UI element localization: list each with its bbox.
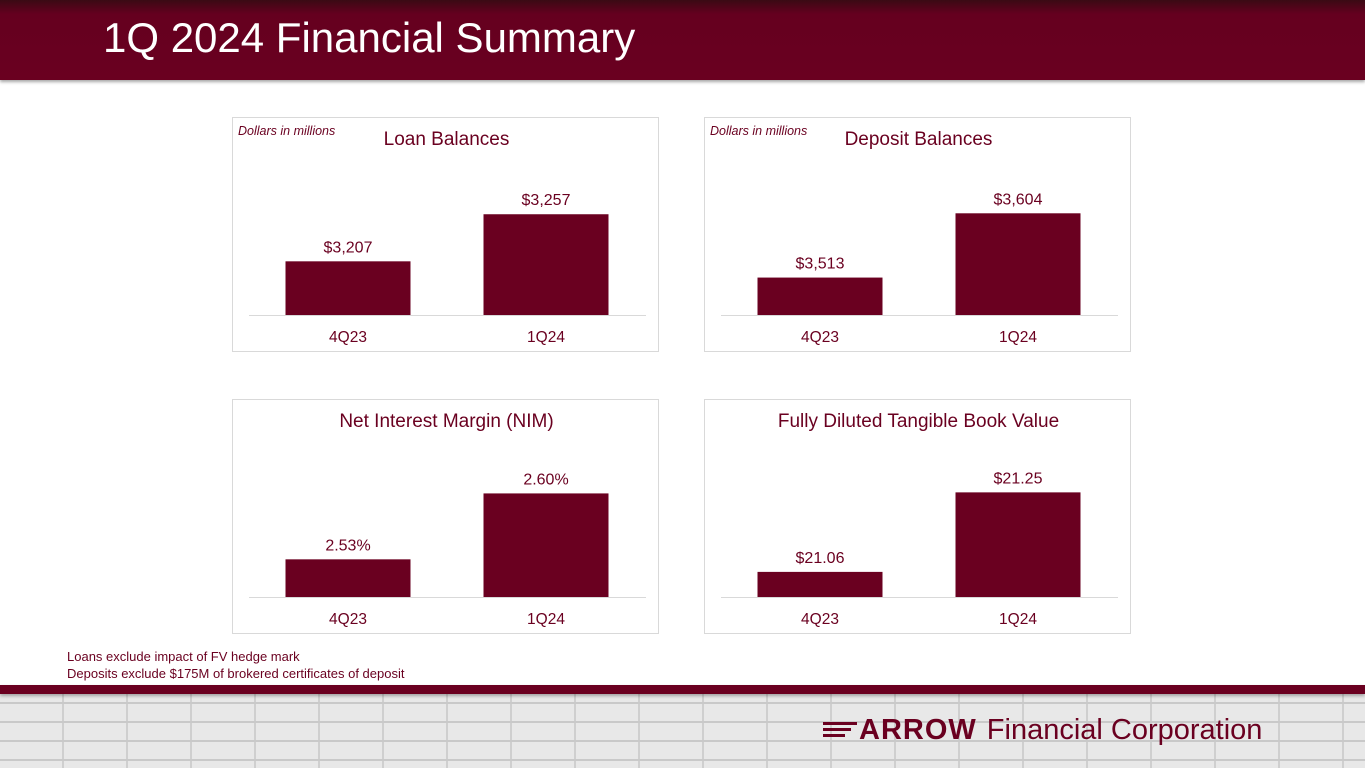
unit-note: Dollars in millions: [710, 124, 808, 138]
chart-title: Fully Diluted Tangible Book Value: [777, 411, 1060, 432]
deposit-balances-panel: Dollars in millions Deposit Balances $3,…: [704, 117, 1131, 352]
page-title: 1Q 2024 Financial Summary: [103, 14, 636, 61]
x-tick-label: 1Q24: [527, 611, 565, 628]
chart-title: Loan Balances: [383, 129, 510, 150]
arrow-lines-icon: [823, 720, 857, 740]
footnotes: Loans exclude impact of FV hedge mark De…: [67, 648, 404, 682]
chart-title: Net Interest Margin (NIM): [339, 411, 554, 432]
data-label: $3,513: [796, 256, 845, 273]
header-bar: 1Q 2024 Financial Summary: [0, 0, 1365, 80]
bar-1q24: [483, 214, 609, 315]
tbv-chart: $21.06 4Q23 $21.25 1Q24: [721, 470, 1118, 628]
unit-note: Dollars in millions: [238, 124, 336, 138]
footnote-deposits: Deposits exclude $175M of brokered certi…: [67, 666, 405, 681]
nim-panel: Net Interest Margin (NIM) 2.53% 4Q23 2.60%…: [232, 399, 659, 634]
nim-chart: 2.53% 4Q23 2.60% 1Q24: [249, 471, 646, 628]
bar-1q24: [955, 213, 1081, 315]
bar-4q23: [757, 277, 883, 315]
data-label: $3,604: [994, 191, 1043, 208]
x-tick-label: 4Q23: [801, 329, 839, 346]
x-tick-label: 1Q24: [999, 611, 1037, 628]
logo-mark-letter: A: [859, 713, 881, 746]
loan-balances-chart: $3,207 4Q23 $3,257 1Q24: [249, 192, 646, 346]
x-tick-label: 1Q24: [999, 329, 1037, 346]
bar-4q23: [757, 571, 883, 597]
bar-4q23: [285, 261, 411, 315]
logo-subtitle: Financial Corporation: [986, 713, 1263, 746]
deposit-balances-chart: $3,513 4Q23 $3,604 1Q24: [721, 191, 1118, 346]
data-label: 2.60%: [523, 471, 568, 488]
data-label: $3,257: [522, 192, 571, 209]
arrow-wordmark: A RROW: [823, 714, 977, 747]
x-tick-label: 4Q23: [329, 329, 367, 346]
loan-balances-panel: Dollars in millions Loan Balances $3,207…: [232, 117, 659, 352]
footnote-loans: Loans exclude impact of FV hedge mark: [67, 649, 300, 664]
data-label: $3,207: [324, 239, 373, 256]
bar-1q24: [483, 493, 609, 597]
tbv-panel: Fully Diluted Tangible Book Value $21.06…: [704, 399, 1131, 634]
footer-accent-bar: [0, 685, 1365, 694]
data-label: 2.53%: [325, 537, 370, 554]
logo-brand: RROW: [880, 713, 977, 746]
x-tick-label: 4Q23: [329, 611, 367, 628]
bar-4q23: [285, 559, 411, 597]
chart-title: Deposit Balances: [844, 129, 993, 150]
bar-1q24: [955, 492, 1081, 597]
data-label: $21.06: [796, 550, 845, 567]
arrow-logo: A RROW Financial Corporation: [823, 712, 1262, 748]
data-label: $21.25: [994, 470, 1043, 487]
x-tick-label: 4Q23: [801, 611, 839, 628]
brick-footer: [0, 685, 1365, 768]
x-tick-label: 1Q24: [527, 329, 565, 346]
